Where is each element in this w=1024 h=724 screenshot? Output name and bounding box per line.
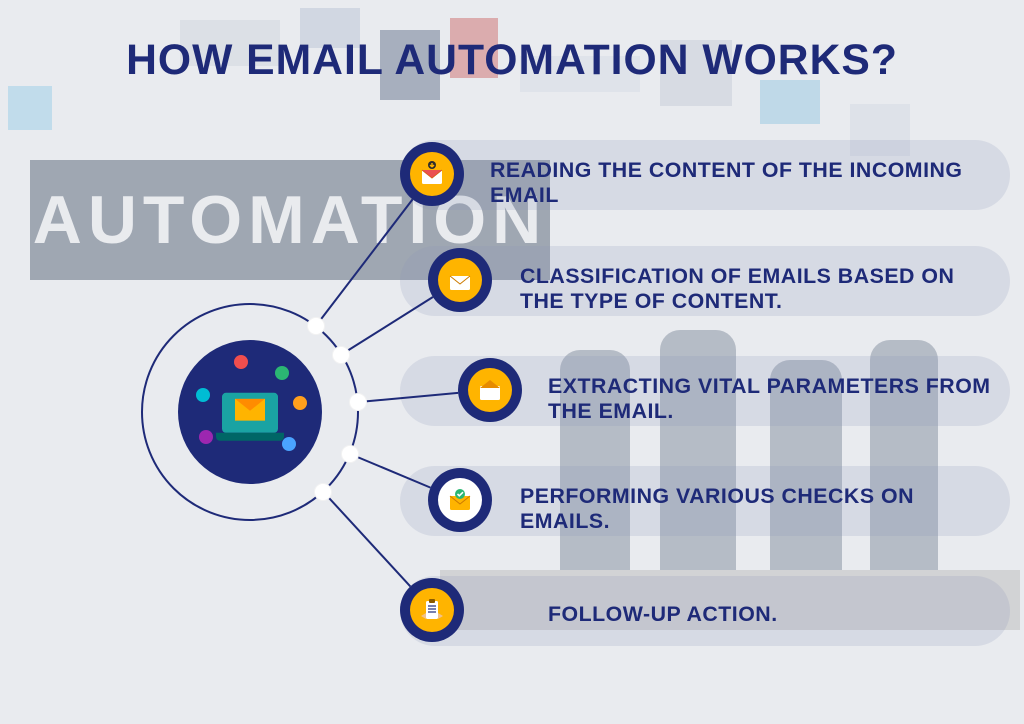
bg-tile (760, 80, 820, 124)
page-title: HOW EMAIL AUTOMATION WORKS? (0, 36, 1024, 85)
ring-dot-icon (349, 393, 367, 411)
step-icon-follow (400, 578, 464, 642)
hub-mini-icon (199, 430, 213, 444)
envelope-down-icon (410, 152, 454, 196)
ring-dot-icon (341, 445, 359, 463)
ring-dot-icon (314, 483, 332, 501)
step-label-extract: EXTRACTING VITAL PARAMETERS FROM THE EMA… (548, 374, 1024, 423)
envelope-check-icon (438, 478, 482, 522)
step-icon-extract (458, 358, 522, 422)
hub-core-icon (178, 340, 322, 484)
bg-tile (8, 86, 52, 130)
envelope-icon (235, 399, 265, 421)
step-icon-classify (428, 248, 492, 312)
hub-mini-icon (293, 396, 307, 410)
ring-dot-icon (332, 346, 350, 364)
step-label-classify: CLASSIFICATION OF EMAILS BASED ON THE TY… (520, 264, 1000, 313)
infographic-stage: AUTOMATION HOW EMAIL AUTOMATION WORKS? R… (0, 0, 1024, 724)
hub-mini-icon (234, 355, 248, 369)
step-label-read: READING THE CONTENT OF THE INCOMING EMAI… (490, 158, 970, 207)
hub-mini-icon (282, 437, 296, 451)
clipboard-icon (410, 588, 454, 632)
step-icon-checks (428, 468, 492, 532)
envelope-icon (438, 258, 482, 302)
hub-mini-icon (275, 366, 289, 380)
step-label-checks: PERFORMING VARIOUS CHECKS ON EMAILS. (520, 484, 1000, 533)
step-label-follow: FOLLOW-UP ACTION. (548, 602, 1024, 627)
envelope-open-icon (468, 368, 512, 412)
step-icon-read (400, 142, 464, 206)
hub-mini-icon (196, 388, 210, 402)
ring-dot-icon (307, 317, 325, 335)
